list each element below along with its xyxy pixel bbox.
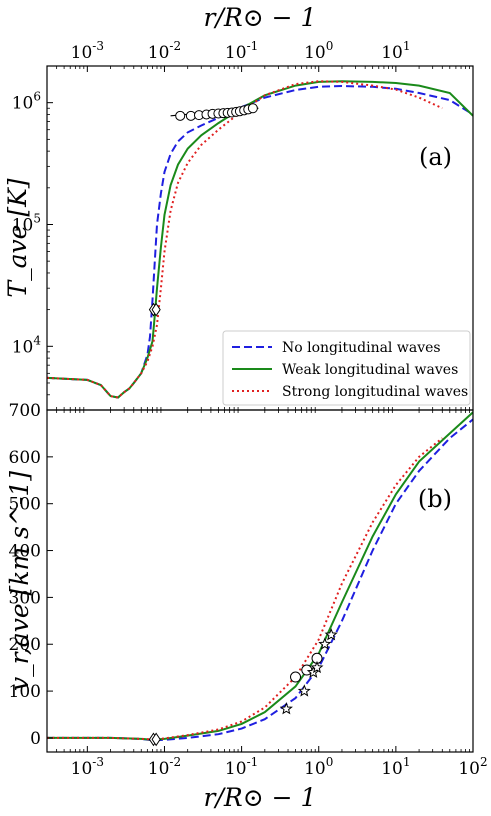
panel-b-frame [46, 409, 474, 753]
observation-circle-marker [301, 664, 313, 676]
top-x-tick-label: 10-3 [71, 39, 104, 63]
y-tick-label: 100 [9, 682, 41, 702]
x-tick-label: 10-2 [148, 755, 181, 779]
y-tick-label: 106 [12, 90, 41, 114]
y-tick-label: 600 [9, 448, 41, 468]
observation-star-marker [297, 684, 311, 697]
panel-a-series-dotted-line [47, 80, 443, 399]
top-x-axis-label: r/R⊙ − 1 [204, 3, 317, 32]
observation-star-marker [279, 702, 293, 715]
panel-b-label: (b) [418, 485, 452, 513]
x-tick-label: 100 [304, 755, 333, 779]
y-tick-label: 0 [30, 729, 41, 749]
y-axis-label-temperature: T_ave [K] [3, 178, 32, 297]
observation-star-marker [324, 628, 338, 641]
panel-a-label: (a) [419, 143, 452, 171]
y-tick-label: 400 [9, 542, 41, 562]
legend-box [222, 330, 471, 406]
y-tick-label: 300 [9, 588, 41, 608]
legend-entry-label: Weak longitudinal waves [282, 362, 458, 378]
panel-b-series-solid-line [47, 411, 473, 741]
top-x-tick-label: 10-2 [148, 39, 181, 63]
observation-circle-marker [247, 103, 258, 114]
y-axis-label-velocity: v_r,ave [km s^-1] [5, 471, 34, 691]
x-axis-label: r/R⊙ − 1 [204, 783, 317, 812]
panel-a-series-solid-line [47, 80, 473, 399]
top-x-tick-label: 100 [304, 39, 333, 63]
x-tick-label: 10-3 [71, 755, 104, 779]
y-tick-label: 104 [12, 333, 42, 357]
x-tick-label: 101 [381, 755, 410, 779]
observation-star-marker [318, 637, 332, 650]
observation-circle-marker [290, 671, 302, 683]
panel-b-series-dotted-line [47, 437, 443, 741]
legend-entry-label: Strong longitudinal waves [282, 384, 468, 400]
x-tick-label: 102 [458, 755, 487, 779]
legend-entry-label: No longitudinal waves [282, 340, 441, 356]
top-x-tick-label: 101 [381, 39, 410, 63]
y-tick-label: 200 [9, 635, 41, 655]
observation-star-marker [310, 660, 324, 674]
y-tick-label: 700 [9, 401, 41, 421]
legend: No longitudinal waves Weak longitudinal w… [222, 330, 471, 406]
observation-circle-marker [175, 110, 186, 121]
top-x-tick-label: 10-1 [225, 39, 258, 63]
x-tick-label: 10-1 [225, 755, 258, 779]
observation-diamond-marker [151, 732, 161, 747]
y-tick-label: 500 [9, 495, 41, 515]
y-tick-label: 105 [12, 211, 41, 235]
panel-a-temperature: 10-3 10-2 10-1 100 101 104 105 106 r/R⊙ − 1 T_ave… [3, 3, 474, 411]
panel-b-velocity: 10-3 10-2 10-1 100 101 102 0 100 200 300 400 500 600… [5, 401, 488, 812]
observation-diamond-marker [151, 302, 161, 317]
